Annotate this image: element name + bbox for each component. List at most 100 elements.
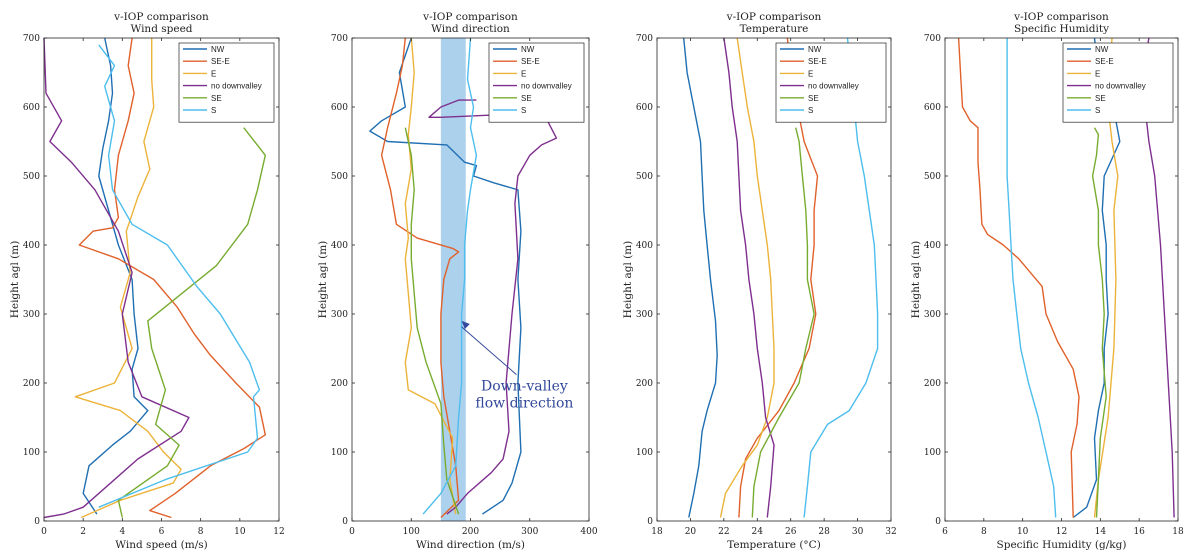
legend: NW SE-E Eno downvalley SE S: [178, 42, 275, 123]
x-tick-label: 28: [818, 527, 830, 537]
legend-entry: NW: [808, 45, 822, 54]
y-tick-label: 0: [935, 517, 941, 527]
x-tick-label: 12: [1056, 527, 1067, 537]
series-line-nw: [369, 37, 522, 515]
chart-subtitle: Wind direction: [431, 23, 510, 35]
x-tick-label: 6: [159, 527, 165, 537]
y-tick-label: 600: [23, 103, 40, 113]
x-tick-label: 0: [349, 527, 355, 537]
chart-title: v-IOP comparison: [113, 11, 209, 23]
x-tick-label: 14: [1095, 527, 1107, 537]
x-tick-label: 18: [651, 527, 663, 537]
series-line-s: [422, 37, 478, 515]
axes-box: [656, 37, 892, 522]
x-axis-label: Wind speed (m/s): [115, 539, 207, 551]
y-axis-label: Height agl (m): [910, 241, 922, 319]
y-tick-label: 200: [924, 379, 941, 389]
x-tick-label: 6: [942, 527, 948, 537]
y-tick-label: 400: [331, 241, 348, 251]
y-tick-label: 700: [331, 34, 348, 44]
chart-panel-4: 6 8 10 12 14 16 18 0 100 200 300 400 500 600 700 v-IOP …: [910, 11, 1184, 551]
x-tick-label: 4: [119, 527, 125, 537]
legend-entry: NW: [1095, 45, 1109, 54]
y-tick-label: 300: [636, 310, 653, 320]
y-tick-label: 0: [34, 517, 40, 527]
chart-subtitle: Wind speed: [130, 23, 192, 35]
y-tick-label: 500: [331, 172, 348, 182]
series-line-se: [1091, 127, 1107, 518]
legend-box: [1062, 42, 1174, 123]
y-tick-label: 600: [924, 103, 941, 113]
y-tick-label: 200: [23, 379, 40, 389]
legend-entry: no downvalley: [1095, 82, 1146, 91]
y-axis-label: Height agl (m): [9, 241, 21, 319]
legend: NW SE-E Eno downvalley SE S: [1062, 42, 1174, 123]
legend: NW SE-E Eno downvalley SE S: [775, 42, 887, 123]
y-tick-label: 0: [342, 517, 348, 527]
legend-box: [488, 42, 585, 123]
legend-entry: S: [211, 106, 216, 115]
x-tick-label: 2: [80, 527, 86, 537]
series-line-nw: [82, 37, 149, 515]
legend-entry: SE-E: [1095, 57, 1114, 66]
y-tick-label: 100: [636, 448, 653, 458]
x-tick-label: 0: [41, 527, 47, 537]
downvalley-band: [440, 38, 466, 521]
annotation-text: Down-valley: [481, 379, 568, 395]
y-axis-label: Height agl (m): [622, 241, 634, 319]
legend-entry: SE: [1095, 94, 1106, 103]
y-tick-label: 200: [331, 379, 348, 389]
series-line-se-e: [78, 37, 266, 519]
y-tick-label: 600: [331, 103, 348, 113]
legend-entry: SE-E: [211, 57, 230, 66]
annotation-text: flow direction: [475, 396, 573, 412]
legend-entry: S: [808, 106, 813, 115]
annotation-arrowhead: [461, 320, 470, 329]
series-line-se: [404, 127, 460, 515]
legend-entry: E: [521, 69, 526, 78]
legend-entry: SE: [521, 94, 532, 103]
series-line-no-downvalley: [43, 37, 190, 519]
y-tick-label: 400: [636, 241, 653, 251]
y-tick-label: 400: [924, 241, 941, 251]
series-line-se-e: [738, 37, 819, 518]
y-tick-label: 300: [23, 310, 40, 320]
legend-entry: no downvalley: [808, 82, 859, 91]
series-line-se: [751, 127, 815, 518]
x-tick-label: 18: [1172, 527, 1184, 537]
chart-title: v-IOP comparison: [726, 11, 822, 23]
y-tick-label: 400: [23, 241, 40, 251]
x-axis-label: Temperature (°C): [727, 539, 821, 551]
legend-entry: SE: [211, 94, 222, 103]
chart-title: v-IOP comparison: [1013, 11, 1109, 23]
x-tick-label: 16: [1133, 527, 1145, 537]
series-line-no-downvalley: [723, 37, 775, 518]
annotation-arrow: [461, 326, 517, 375]
series-line-s: [98, 44, 261, 508]
series-line-se: [117, 127, 266, 518]
series-line-e: [404, 37, 457, 515]
y-tick-label: 300: [331, 310, 348, 320]
legend-entry: SE-E: [808, 57, 827, 66]
series-line-e: [74, 38, 182, 519]
y-tick-label: 200: [636, 379, 653, 389]
y-tick-label: 600: [636, 103, 653, 113]
series-line-nw: [683, 37, 718, 518]
x-tick-label: 10: [1017, 527, 1029, 537]
chart-subtitle: Specific Humidity: [1014, 23, 1109, 35]
series-line-se-e: [957, 37, 1080, 518]
y-axis-label: Height agl (m): [317, 241, 329, 319]
chart-panel-3: 18 20 22 24 26 28 30 32 0 100 200 300 400 500 600 700 v-…: [622, 11, 897, 551]
x-tick-label: 10: [234, 527, 246, 537]
x-axis-label: Specific Humidity (g/kg): [997, 539, 1127, 551]
chart-panel-2: 0 100 200 300 400 0 100 200 300 400 500 600 700 v-IOP…: [317, 11, 598, 551]
x-tick-label: 32: [885, 527, 896, 537]
series-line-e: [719, 37, 775, 518]
x-tick-label: 8: [198, 527, 204, 537]
series-line-no-downvalley: [428, 99, 558, 515]
x-tick-label: 100: [403, 527, 420, 537]
y-tick-label: 700: [924, 34, 941, 44]
x-axis-label: Wind direction (m/s): [416, 539, 525, 551]
x-tick-label: 8: [981, 527, 987, 537]
